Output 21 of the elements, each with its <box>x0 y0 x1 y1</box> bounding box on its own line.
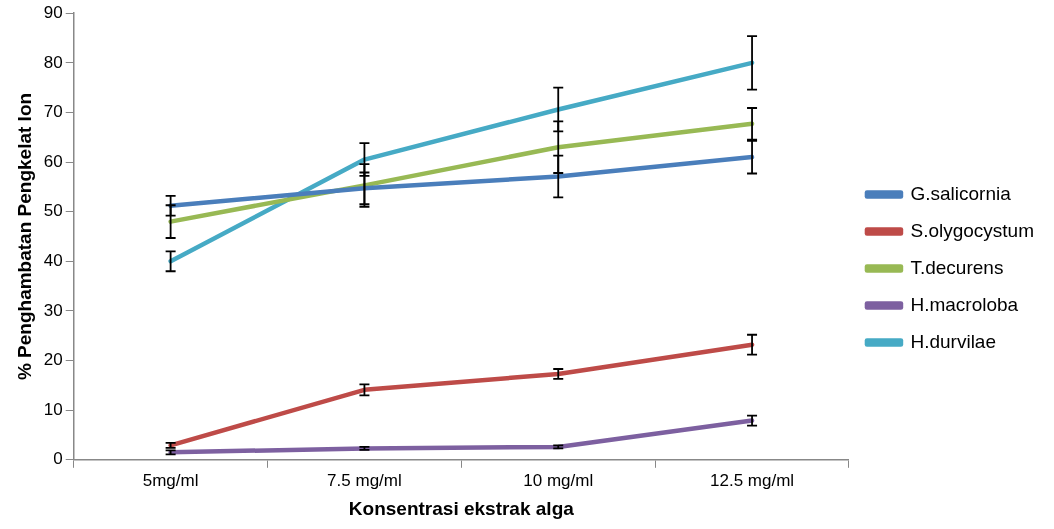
x-axis-title: Konsentrasi ekstrak alga <box>348 497 575 519</box>
y-tick-label: 70 <box>43 102 63 122</box>
x-tick-label: 5mg/ml <box>142 470 199 490</box>
legend-label: G.salicornia <box>910 182 1012 204</box>
legend-label: H.durvilae <box>910 330 996 352</box>
y-tick-label: 20 <box>43 350 63 370</box>
y-tick-label: 60 <box>43 151 63 171</box>
legend-label: T.decurens <box>910 256 1004 278</box>
x-tick-label: 12.5 mg/ml <box>710 470 795 490</box>
legend-label: H.macroloba <box>910 293 1019 315</box>
y-tick-label: 90 <box>43 2 63 22</box>
y-tick-label: 80 <box>43 52 63 72</box>
y-tick-label: 10 <box>43 399 63 419</box>
y-tick-label: 50 <box>43 201 63 221</box>
legend-label: S.olygocystum <box>910 219 1034 241</box>
x-tick-label: 7.5 mg/ml <box>327 470 402 490</box>
y-tick-label: 40 <box>43 251 63 270</box>
x-tick-label: 10 mg/ml <box>523 470 594 490</box>
y-axis-title: % Penghambatan Pengkelat Ion <box>13 92 35 381</box>
y-tick-label: 0 <box>53 449 63 469</box>
y-tick-label: 30 <box>43 300 63 320</box>
